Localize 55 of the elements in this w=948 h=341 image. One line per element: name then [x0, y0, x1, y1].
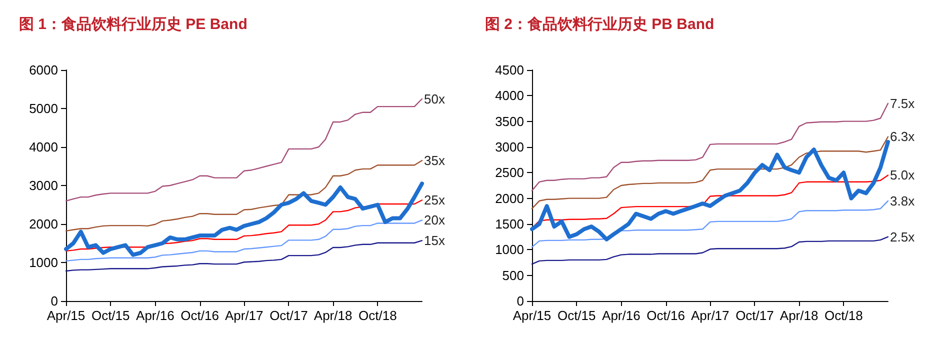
series-label: 15x: [424, 233, 446, 248]
x-tick-label: Oct/15: [557, 308, 596, 323]
x-tick-label: Apr/17: [224, 308, 264, 323]
line-series: [65, 160, 423, 232]
line-series: [65, 220, 423, 262]
line-series: [531, 200, 889, 248]
series-label: 50x: [424, 91, 446, 106]
series-label: 2.5x: [890, 229, 916, 244]
x-tick-label: Apr/18: [314, 308, 352, 323]
y-tick-label: 1500: [495, 216, 524, 232]
y-tick-label: 1000: [495, 242, 524, 258]
y-tick-label: 2000: [29, 216, 58, 232]
x-tick-label: Oct/17: [270, 308, 308, 323]
x-tick-label: Apr/18: [780, 308, 818, 323]
x-tick-label: Apr/17: [690, 308, 730, 323]
line-series: [531, 136, 889, 210]
line-series: [530, 140, 890, 242]
series-label: 7.5x: [890, 96, 916, 111]
series-label: 20x: [424, 212, 446, 228]
x-tick-label: Apr/16: [136, 308, 174, 323]
y-tick-label: 5000: [29, 101, 58, 116]
series-label: 6.3x: [890, 129, 916, 144]
x-tick-label: Oct/16: [646, 308, 685, 323]
x-tick-label: Oct/17: [736, 308, 774, 323]
y-tick-label: 3000: [29, 178, 58, 193]
series-label: 25x: [424, 192, 446, 208]
line-series: [531, 236, 889, 265]
series-label: 5.0x: [890, 168, 916, 183]
y-tick-label: 0: [516, 294, 524, 308]
x-tick-label: Apr/15: [512, 308, 552, 323]
y-tick-label: 4000: [495, 88, 524, 104]
x-tick-label: Oct/18: [824, 308, 863, 323]
y-tick-label: 0: [50, 294, 58, 308]
line-series: [65, 240, 423, 272]
y-tick-label: 3000: [495, 140, 524, 154]
y-tick-label: 3500: [495, 114, 524, 129]
y-tick-label: 2500: [495, 165, 524, 180]
chart-title: 图 2：食品饮料行业历史 PB Band: [485, 16, 714, 33]
y-tick-label: 4500: [495, 62, 524, 78]
line-series: [531, 102, 889, 192]
line-series: [65, 98, 423, 202]
y-tick-label: 2000: [495, 190, 524, 206]
y-tick-label: 4000: [29, 140, 58, 154]
series-label: 35x: [424, 152, 446, 168]
x-tick-label: Apr/15: [46, 308, 86, 323]
x-tick-label: Apr/16: [602, 308, 640, 323]
y-tick-label: 500: [502, 268, 524, 283]
x-tick-label: Oct/16: [180, 308, 219, 323]
y-tick-label: 1000: [29, 255, 58, 270]
line-series: [64, 182, 424, 257]
series-label: 3.8x: [890, 193, 916, 208]
chart-title: 图 1：食品饮料行业历史 PE Band: [19, 16, 248, 33]
x-tick-label: Oct/15: [91, 308, 130, 323]
y-tick-label: 6000: [29, 62, 58, 78]
x-tick-label: Oct/18: [358, 308, 397, 323]
